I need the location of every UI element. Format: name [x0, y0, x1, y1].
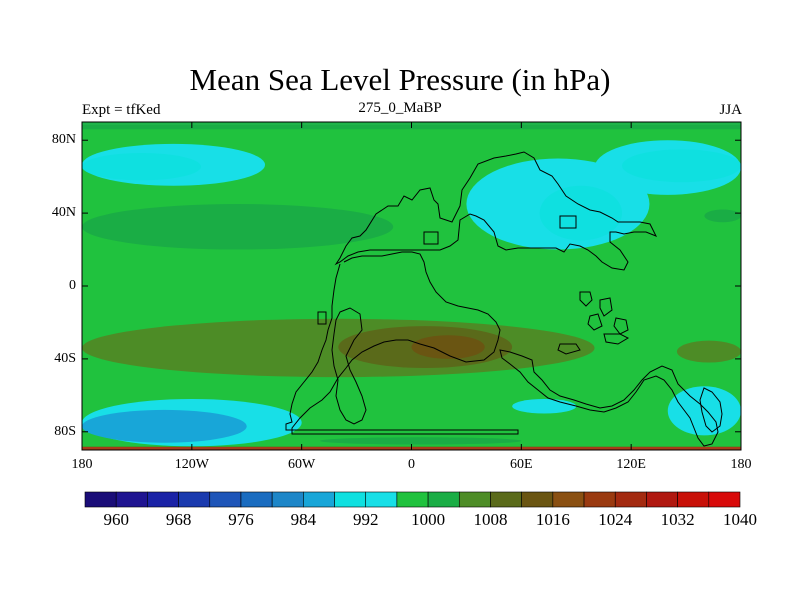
- colorbar-swatch: [427, 491, 460, 508]
- coastline-antarctic-island: [331, 307, 367, 425]
- y-tick-label: 40S: [54, 350, 76, 366]
- x-tick-label: 180: [71, 457, 93, 472]
- colorbar-label: 1008: [473, 510, 508, 529]
- colorbar-swatch: [115, 491, 148, 508]
- colorbar-swatch: [303, 491, 335, 508]
- region-north-atlantic-high: [82, 204, 394, 250]
- colorbar-label: 1040: [723, 510, 757, 529]
- pressure-field: [82, 122, 741, 450]
- y-tick-label: 0: [69, 278, 76, 293]
- colorbar-swatch: [396, 491, 429, 508]
- coastline: [285, 151, 723, 447]
- region-australian-low: [667, 386, 741, 436]
- colorbar-swatch: [458, 491, 491, 508]
- region-indian-ocean-low: [512, 398, 577, 414]
- season-label: JJA: [719, 102, 742, 118]
- colorbar-swatch: [334, 491, 367, 508]
- colorbar-swatch: [147, 491, 179, 508]
- time-label: 275_0_MaBP: [358, 100, 442, 116]
- colorbar-swatch: [614, 491, 647, 508]
- colorbar-label: 992: [352, 510, 379, 529]
- x-tick-label: 180: [730, 457, 752, 472]
- region-siberia-low-inner: [622, 149, 741, 183]
- colorbar-label: 1024: [598, 510, 633, 529]
- y-tick-label: 80S: [54, 423, 76, 439]
- x-tick-label: 60E: [510, 457, 533, 472]
- region-east-pacific-high: [704, 209, 741, 223]
- coastline-indonesia: [557, 291, 630, 355]
- colorbar-label: 1000: [411, 510, 446, 529]
- colorbar-swatch: [209, 491, 242, 508]
- colorbar-label: 984: [290, 510, 317, 529]
- colorbar-swatch: [271, 491, 304, 508]
- colorbar-swatch: [708, 491, 741, 508]
- region-southern-high-core: [411, 335, 485, 359]
- coastline-south-america: [499, 349, 719, 447]
- colorbar-swatch: [552, 491, 585, 508]
- colorbar-label: 960: [103, 510, 129, 529]
- region-south-strip-high: [319, 437, 522, 445]
- region-antarctic-low-inner: [82, 409, 247, 443]
- coastline-outline: [334, 151, 658, 271]
- plot-frame: [81, 121, 742, 451]
- x-tick-label: 60W: [288, 457, 316, 472]
- chart-title: Mean Sea Level Pressure (in hPa): [189, 62, 611, 97]
- colorbar-swatch: [365, 491, 398, 508]
- colorbar-swatch: [521, 491, 554, 508]
- region-pacific-southern-high: [676, 340, 741, 363]
- colorbar-label: 976: [228, 510, 254, 529]
- colorbar-label: 1016: [535, 510, 570, 529]
- colorbar: [84, 491, 741, 508]
- colorbar-swatch: [677, 491, 710, 508]
- coastline-australia: [699, 387, 723, 433]
- y-tick-label: 80N: [51, 132, 76, 148]
- experiment-label: Expt = tfKed: [82, 102, 161, 118]
- colorbar-swatch: [583, 491, 616, 508]
- region-north-pacific-low-inner: [82, 152, 201, 181]
- colorbar-swatch: [240, 491, 273, 508]
- colorbar-label: 1032: [660, 510, 695, 529]
- x-tick-label: 0: [408, 457, 415, 472]
- colorbar-swatch: [178, 491, 211, 508]
- x-tick-label: 120E: [616, 457, 646, 472]
- region-southern-high-outer: [82, 318, 595, 378]
- coastline-small-islands: [317, 215, 577, 325]
- y-tick-label: 40N: [51, 205, 76, 221]
- x-tick-label: 120W: [174, 457, 209, 472]
- coastline-africa: [285, 251, 519, 435]
- colorbar-swatch: [490, 491, 522, 508]
- colorbar-label: 968: [165, 510, 192, 529]
- colorbar-swatch: [84, 491, 117, 508]
- colorbar-swatch: [646, 491, 678, 508]
